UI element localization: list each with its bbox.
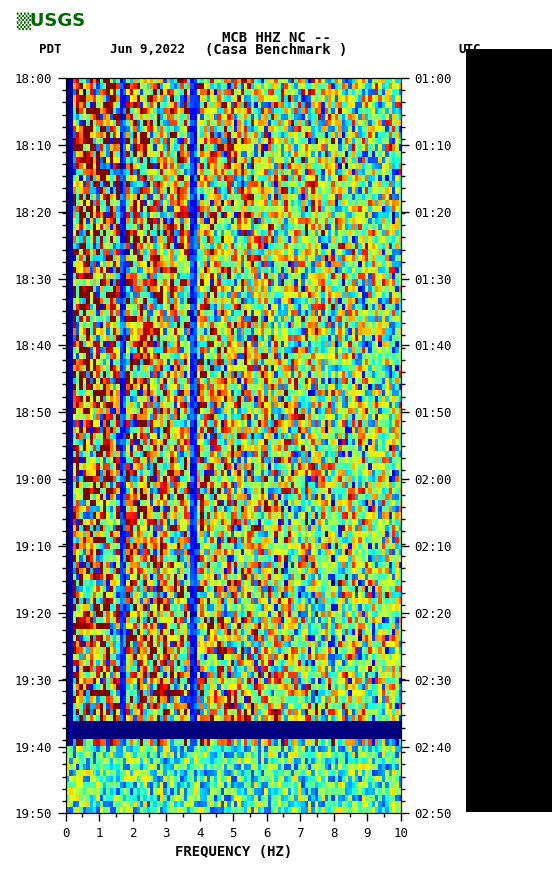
Text: UTC: UTC: [458, 44, 481, 56]
Text: (Casa Benchmark ): (Casa Benchmark ): [205, 43, 347, 57]
Text: PDT: PDT: [39, 44, 61, 56]
X-axis label: FREQUENCY (HZ): FREQUENCY (HZ): [174, 845, 292, 859]
Text: Jun 9,2022: Jun 9,2022: [110, 44, 185, 56]
Text: MCB HHZ NC --: MCB HHZ NC --: [221, 31, 331, 45]
Text: ▒USGS: ▒USGS: [17, 12, 86, 30]
